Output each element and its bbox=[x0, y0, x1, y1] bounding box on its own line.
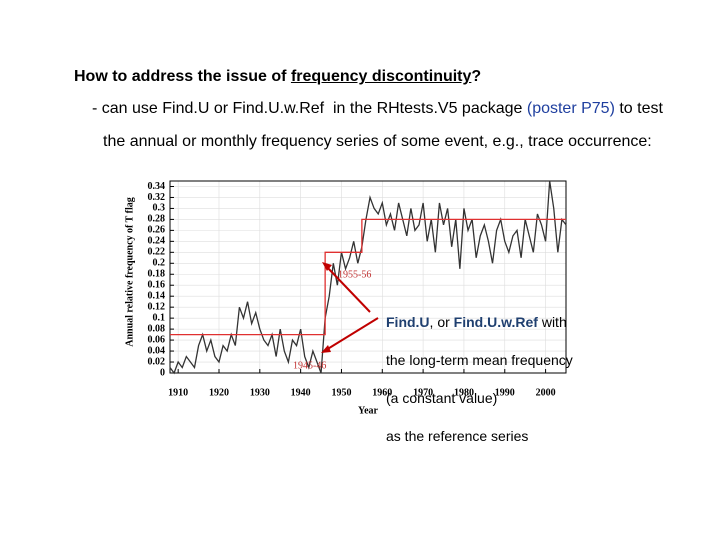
note: Find.U, or Find.U.w.Ref with the long-te… bbox=[386, 294, 573, 465]
heading-end: ? bbox=[471, 68, 482, 85]
x-tick-label: 1970 bbox=[413, 387, 433, 398]
note-part: Find.U.w.Ref bbox=[453, 314, 538, 330]
arrow bbox=[325, 265, 371, 313]
y-tick-label: 0 bbox=[160, 367, 165, 378]
note-line: as the reference series bbox=[386, 428, 529, 444]
arrowhead bbox=[322, 262, 332, 271]
bullet-text: the annual or monthly frequency series o… bbox=[103, 133, 652, 150]
note-part: Find.U bbox=[386, 314, 430, 330]
data-line bbox=[170, 218, 566, 336]
bullet-text: to test bbox=[614, 100, 663, 117]
y-tick-label: 0.34 bbox=[148, 181, 166, 192]
y-tick-label: 0.08 bbox=[148, 323, 166, 334]
y-tick-label: 0.1 bbox=[153, 312, 166, 323]
y-tick-label: 0.02 bbox=[148, 356, 166, 367]
x-tick-label: 1920 bbox=[209, 387, 229, 398]
heading-underlined: frequency discontinuity bbox=[290, 68, 472, 85]
bullet-line: the annual or monthly frequency series o… bbox=[103, 133, 652, 151]
note-part: , or bbox=[429, 314, 454, 330]
x-tick-label: 1940 bbox=[291, 387, 311, 398]
annotation: 1945-46 bbox=[293, 360, 326, 371]
y-tick-label: 0.06 bbox=[148, 334, 166, 345]
y-tick-label: 0.14 bbox=[148, 290, 166, 301]
x-tick-label: 2000 bbox=[536, 387, 556, 398]
y-tick-label: 0.16 bbox=[148, 280, 166, 291]
annotation: 1955-56 bbox=[338, 269, 371, 280]
plot-frame bbox=[169, 180, 567, 374]
data-line bbox=[169, 180, 567, 375]
y-tick-label: 0.22 bbox=[148, 247, 166, 258]
y-tick-label: 0.2 bbox=[153, 258, 166, 269]
x-tick-label: 1990 bbox=[495, 387, 515, 398]
arrow bbox=[325, 317, 379, 351]
y-tick-label: 0.18 bbox=[148, 269, 166, 280]
x-axis-label: Year bbox=[358, 405, 379, 416]
y-tick-label: 0.24 bbox=[148, 236, 166, 247]
note-line: the long-term mean frequency bbox=[386, 352, 573, 368]
poster-link: (poster P75) bbox=[526, 100, 615, 117]
x-tick-label: 1960 bbox=[372, 387, 392, 398]
x-tick-label: 1930 bbox=[250, 387, 270, 398]
bullet-line: - can use Find.U or Find.U.w.Ref in the … bbox=[92, 100, 663, 118]
x-tick-label: 1910 bbox=[168, 387, 188, 398]
note-line: (a constant value) bbox=[386, 390, 498, 406]
note-line: Find.U, or Find.U.w.Ref with bbox=[386, 313, 573, 332]
note-part: with bbox=[537, 314, 567, 330]
y-tick-label: 0.26 bbox=[148, 225, 166, 236]
y-tick-label: 0.12 bbox=[148, 301, 166, 312]
y-tick-label: 0.32 bbox=[148, 192, 166, 203]
bullet-text: - can use Find.U or Find.U.w.Ref in the … bbox=[92, 100, 527, 117]
heading: How to address the issue of frequency di… bbox=[74, 68, 481, 86]
y-tick-label: 0.3 bbox=[153, 203, 166, 214]
y-axis-label: Annual relative frequency of T flag bbox=[124, 197, 135, 347]
x-tick-label: 1950 bbox=[331, 387, 351, 398]
y-tick-label: 0.04 bbox=[148, 345, 166, 356]
x-tick-label: 1980 bbox=[454, 387, 474, 398]
heading-text: How to address the issue of bbox=[74, 68, 291, 85]
y-tick-label: 0.28 bbox=[148, 214, 166, 225]
arrowhead bbox=[321, 345, 331, 353]
